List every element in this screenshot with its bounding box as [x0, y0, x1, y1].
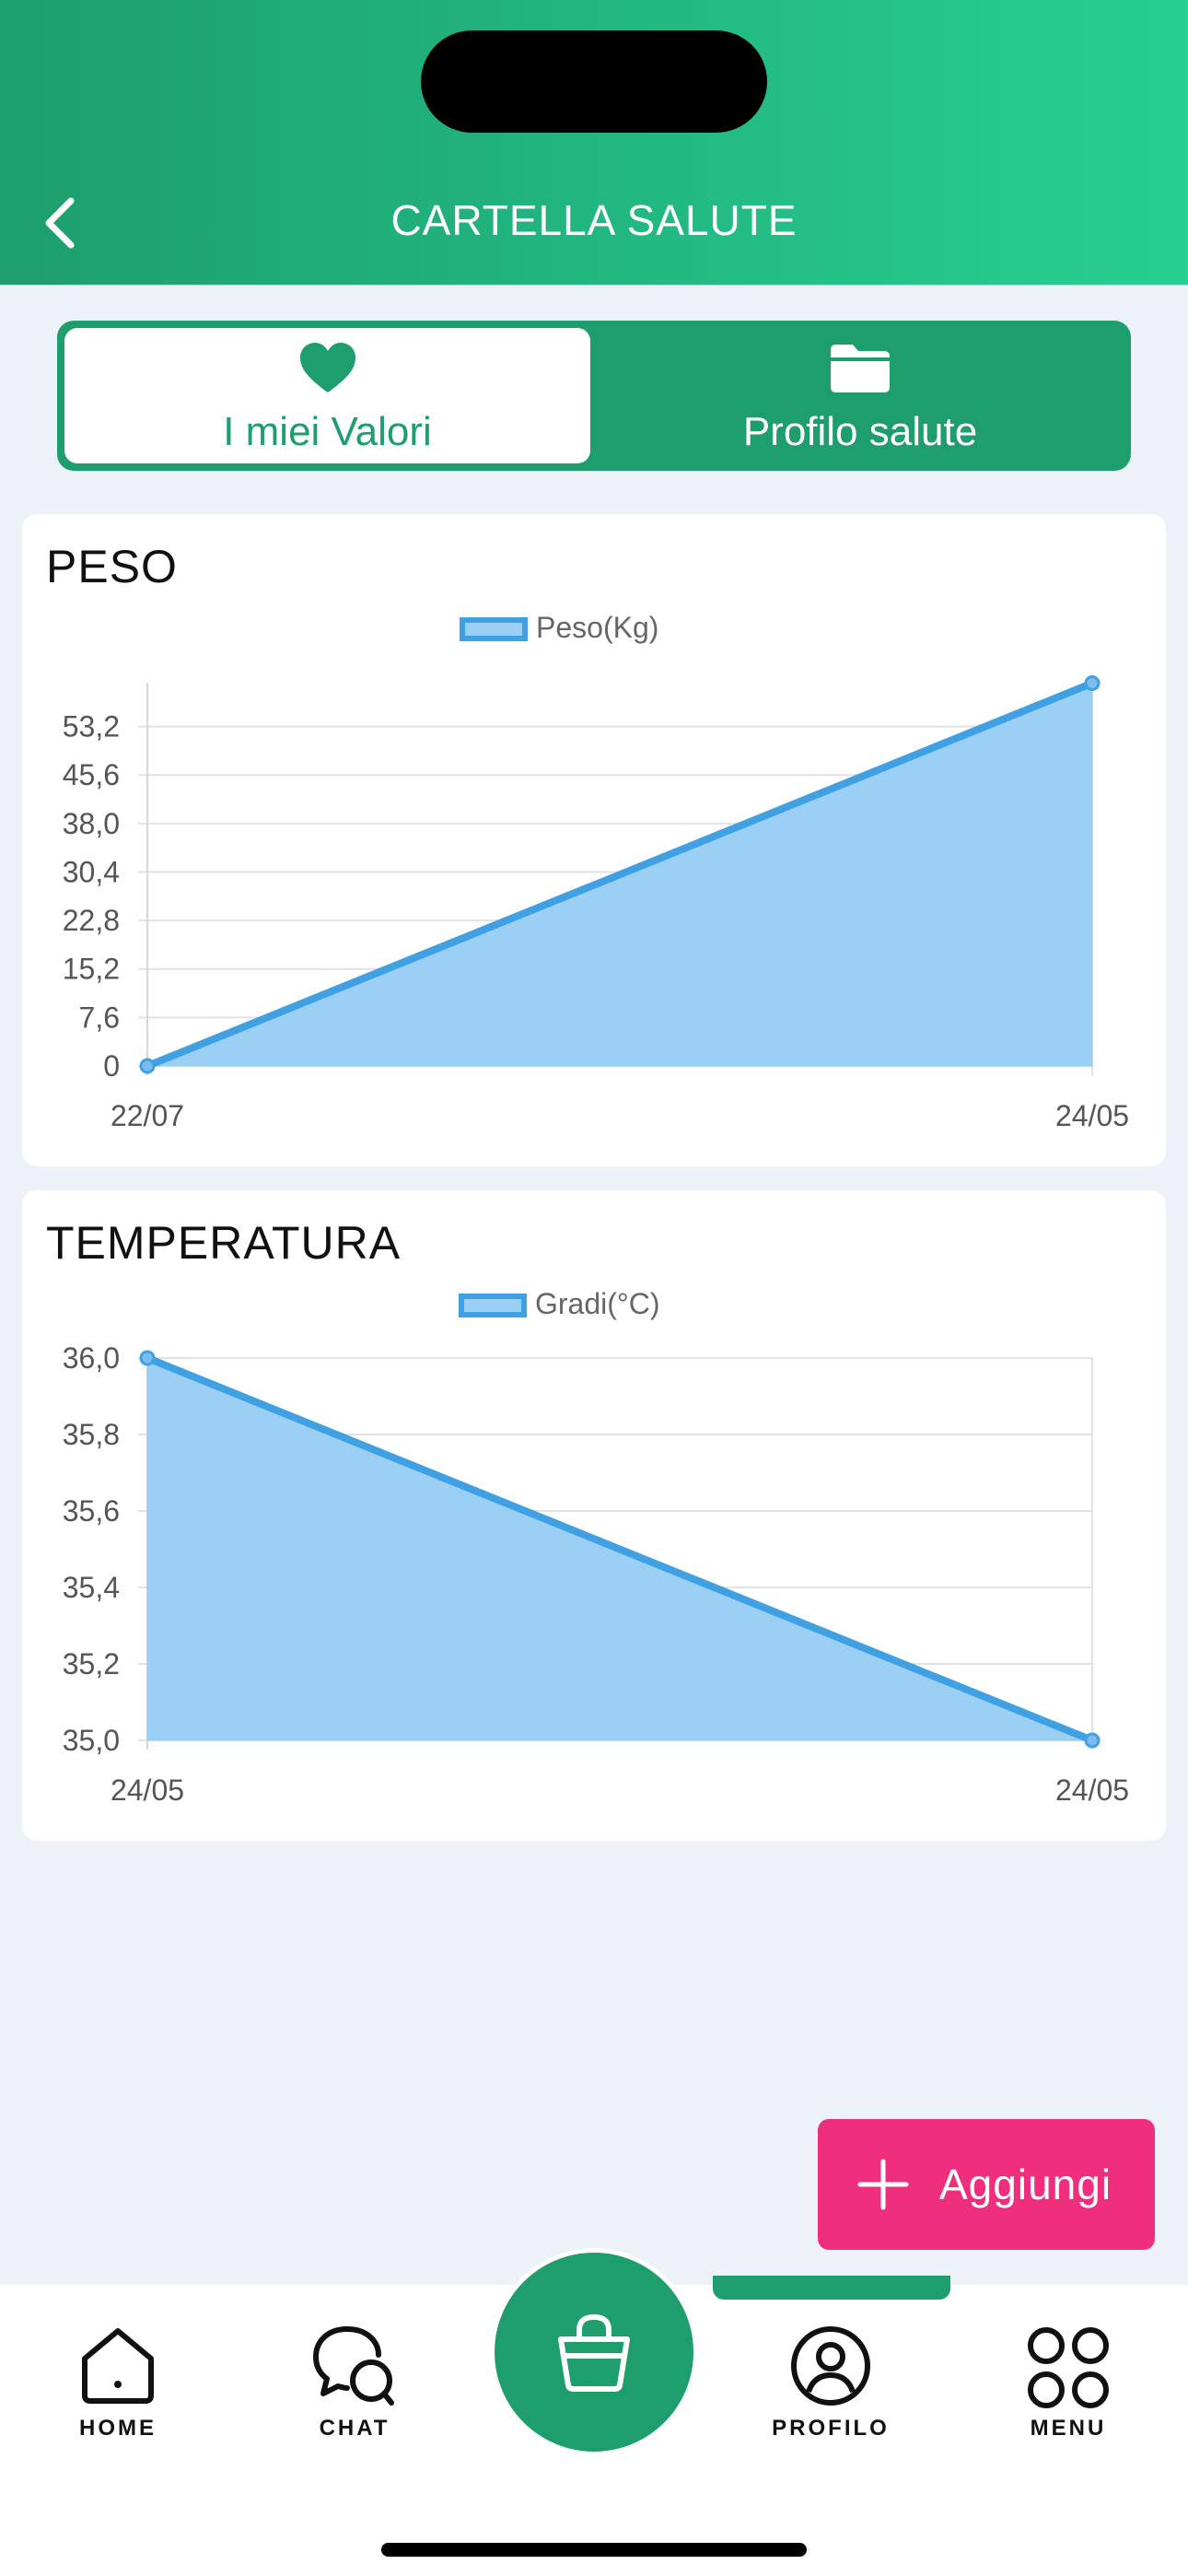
tab-chat[interactable]: CHAT [262, 2324, 447, 2443]
temperature-chart-y-tick-label: 35,4 [63, 1571, 120, 1604]
temperature-card: TEMPERATURA Gradi(°C) 35,0 35,2 35,4 35,6 35,… [22, 1190, 1166, 1841]
tab-my-values-label: I miei Valori [223, 409, 432, 454]
tab-home[interactable]: HOME [26, 2324, 210, 2443]
weight-chart-x-tick-label: 22/07 [111, 1099, 184, 1132]
weight-chart-y-tick-label: 53,2 [63, 710, 120, 744]
weight-card: PESO Peso(Kg) 0 7,6 15,2 22,8 30,4 38,0 45,6 53,… [22, 514, 1166, 1166]
tab-health-profile-label: Profilo salute [742, 409, 978, 454]
tab-home-label: HOME [79, 2416, 157, 2441]
weight-card-title: PESO [46, 541, 178, 592]
temperature-card-title: TEMPERATURA [46, 1217, 402, 1269]
weight-chart-series-line [146, 679, 1094, 1070]
tab-chat-label: CHAT [319, 2416, 390, 2441]
temperature-chart-y-tick-label: 36,0 [63, 1341, 120, 1375]
home-indicator [381, 2543, 807, 2557]
temperature-chart-y-tick-label: 35,6 [63, 1494, 120, 1528]
temperature-chart-y-tick-label: 35,8 [63, 1418, 120, 1451]
temperature-chart: Gradi(°C) 35,0 35,2 35,4 35,6 35,8 36,0 24/05 24… [63, 1287, 1129, 1807]
temperature-chart-data-point [1084, 1732, 1101, 1749]
weight-chart-legend-swatch [460, 617, 528, 641]
temperature-chart-x-tick-label: 24/05 [111, 1774, 184, 1807]
weight-chart-legend-label: Peso(Kg) [536, 611, 658, 644]
weight-chart: Peso(Kg) 0 7,6 15,2 22,8 30,4 38,0 45,6 53,2 22/0… [63, 611, 1129, 1132]
temperature-chart-series-line [146, 1354, 1094, 1744]
segmented-control: I miei Valori Profilo salute [57, 321, 1131, 471]
weight-chart-x-tick-label: 24/05 [1055, 1099, 1129, 1132]
weight-chart-data-point [1084, 675, 1101, 691]
tab-profile-label: PROFILO [772, 2416, 890, 2441]
heart-icon [299, 343, 355, 392]
menu-grid-icon [1028, 2327, 1109, 2408]
back-button[interactable] [28, 184, 92, 262]
shop-button[interactable] [495, 2253, 693, 2452]
app-header: CARTELLA SALUTE [0, 0, 1188, 285]
plus-icon [857, 2159, 909, 2210]
chevron-left-icon [45, 197, 75, 249]
weight-chart-y-tick-label: 0 [103, 1049, 120, 1083]
active-tab-indicator [713, 2276, 950, 2300]
shopping-bag-icon [558, 2313, 630, 2392]
add-button-label: Aggiungi [939, 2160, 1112, 2208]
folder-icon [831, 345, 890, 392]
tab-menu-label: MENU [1030, 2416, 1107, 2441]
temperature-chart-data-point [139, 1350, 156, 1366]
tab-menu[interactable]: MENU [976, 2324, 1160, 2443]
tab-my-values[interactable]: I miei Valori [64, 328, 590, 463]
page-title: CARTELLA SALUTE [390, 196, 798, 244]
weight-chart-y-tick-label: 7,6 [79, 1001, 120, 1034]
temperature-chart-x-tick-label: 24/05 [1055, 1774, 1129, 1807]
tab-health-profile[interactable]: Profilo salute [597, 328, 1124, 463]
weight-chart-data-point [139, 1058, 156, 1074]
add-button[interactable]: Aggiungi [818, 2119, 1155, 2250]
weight-chart-y-tick-label: 15,2 [63, 953, 120, 986]
weight-chart-y-tick-label: 38,0 [63, 807, 120, 840]
temperature-chart-legend: Gradi(°C) [459, 1287, 659, 1320]
profile-icon [791, 2326, 870, 2406]
temperature-chart-legend-swatch [459, 1294, 527, 1317]
weight-chart-y-tick-label: 45,6 [63, 758, 120, 791]
temperature-chart-legend-label: Gradi(°C) [535, 1287, 659, 1320]
weight-chart-y-tick-label: 22,8 [63, 904, 120, 937]
weight-chart-legend: Peso(Kg) [460, 611, 658, 644]
temperature-chart-y-tick-label: 35,0 [63, 1724, 120, 1757]
dynamic-island [421, 30, 767, 133]
weight-chart-y-tick-label: 30,4 [63, 855, 120, 888]
tab-profile[interactable]: PROFILO [739, 2324, 923, 2443]
home-icon [82, 2328, 154, 2404]
temperature-chart-y-tick-label: 35,2 [63, 1647, 120, 1680]
chat-icon [313, 2326, 394, 2406]
